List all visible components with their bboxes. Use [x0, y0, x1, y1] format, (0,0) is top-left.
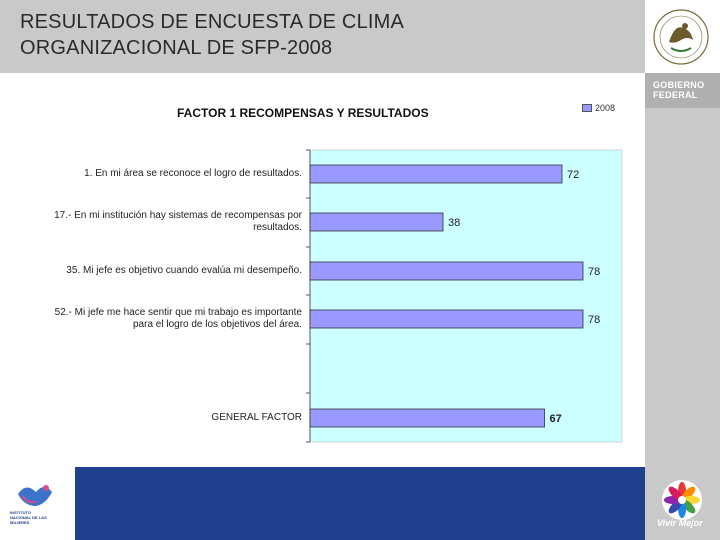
mexico-seal-icon	[653, 9, 709, 65]
gov-line-1: GOBIERNO	[653, 80, 705, 90]
bar	[309, 261, 584, 281]
category-label: 1. En mi área se reconoce el logro de re…	[12, 168, 302, 180]
bar	[309, 309, 584, 329]
category-label: 35. Mi jefe es objetivo cuando evalúa mi…	[12, 265, 302, 277]
category-label-line: 1. En mi área se reconoce el logro de re…	[84, 168, 302, 179]
bar	[309, 212, 444, 232]
gobierno-federal-logo: GOBIERNO FEDERAL	[653, 80, 704, 100]
chart-legend: 2008	[582, 103, 615, 113]
bar	[309, 408, 545, 428]
gobierno-federal-block	[645, 73, 720, 108]
header-band	[0, 0, 645, 73]
legend-swatch	[582, 104, 592, 112]
bar-value-label: 78	[588, 266, 600, 278]
legend-label: 2008	[595, 103, 616, 113]
category-label-line: 52.- Mi jefe me hace sentir que mi traba…	[54, 307, 302, 318]
page-title: RESULTADOS DE ENCUESTA DE CLIMA ORGANIZA…	[20, 9, 404, 61]
category-label-line: para el logro de los objetivos del área.	[133, 319, 302, 330]
plot-area	[309, 149, 623, 443]
right-panel	[645, 73, 720, 540]
vivir-mejor-icon	[662, 480, 702, 520]
category-label: 17.- En mi institución hay sistemas de r…	[12, 210, 302, 234]
category-label: GENERAL FACTOR	[12, 412, 302, 424]
vivir-mejor-label: Vivir Mejor	[657, 518, 703, 528]
category-label: 52.- Mi jefe me hace sentir que mi traba…	[12, 307, 302, 331]
inmujeres-logo-icon	[18, 485, 52, 506]
chart-title: FACTOR 1 RECOMPENSAS Y RESULTADOS	[177, 106, 429, 120]
bar-value-label: 38	[448, 217, 460, 229]
title-line-1: RESULTADOS DE ENCUESTA DE CLIMA	[20, 11, 405, 33]
category-label-line: resultados.	[253, 222, 302, 233]
title-line-2: ORGANIZACIONAL DE SFP-2008	[20, 37, 333, 59]
category-label-line: GENERAL FACTOR	[211, 412, 302, 423]
institute-label: INSTITUTO NACIONAL DE LAS MUJERES	[10, 510, 47, 525]
bar	[309, 164, 563, 184]
bar-value-label: 67	[550, 413, 562, 425]
gov-line-2: FEDERAL	[653, 90, 698, 100]
category-label-line: 35. Mi jefe es objetivo cuando evalúa mi…	[66, 265, 302, 276]
category-label-line: 17.- En mi institución hay sistemas de r…	[54, 210, 302, 221]
bottom-band	[75, 467, 645, 540]
bar-value-label: 78	[588, 314, 600, 326]
bar-value-label: 72	[567, 169, 579, 181]
